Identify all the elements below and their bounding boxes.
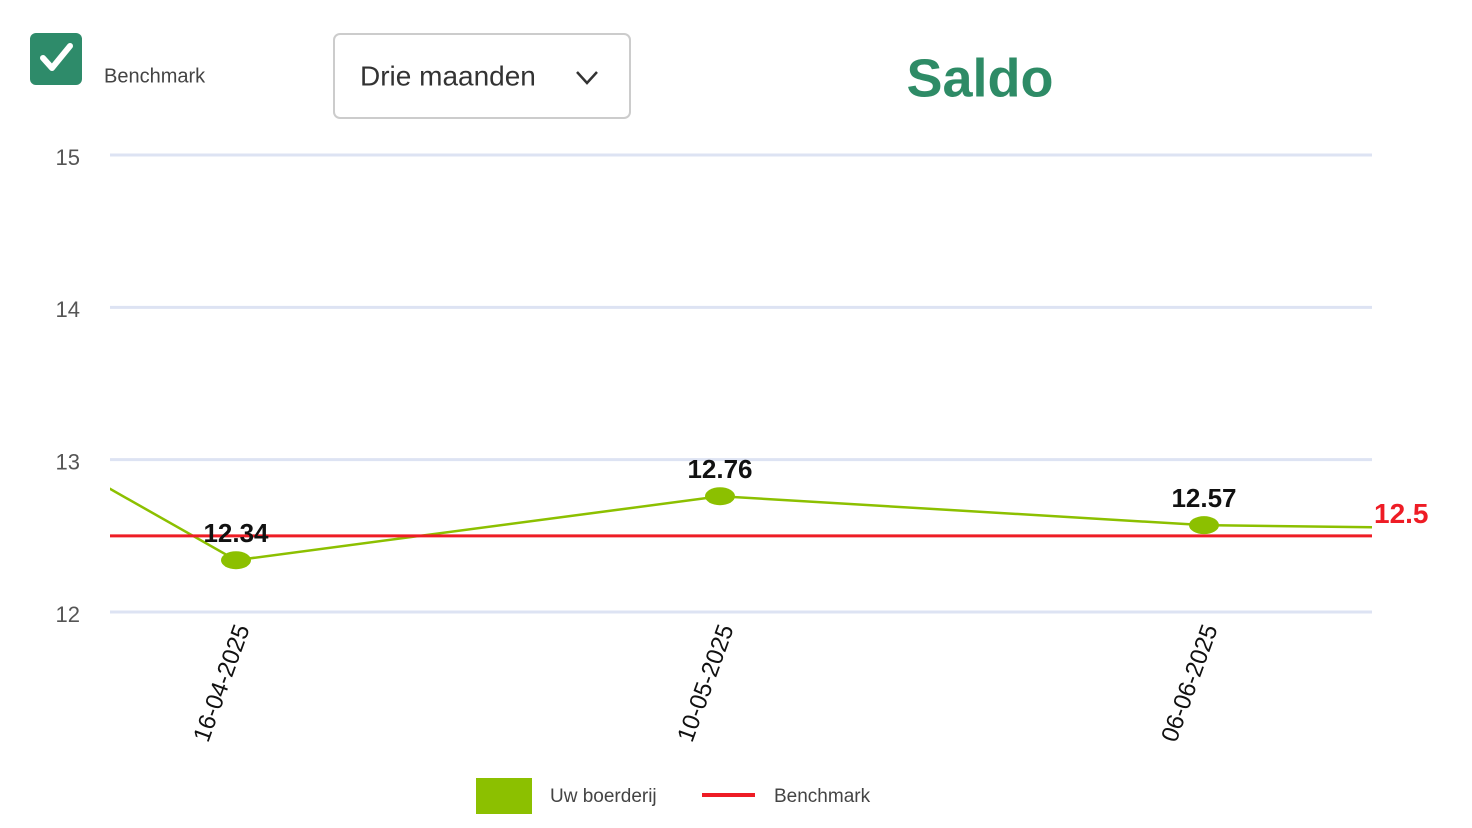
x-tick-label: 06-06-2025 [1156, 621, 1223, 746]
data-label: 12.57 [1171, 483, 1236, 513]
y-tick-label: 13 [56, 449, 80, 474]
x-tick-label: 10-05-2025 [672, 621, 739, 746]
data-label: 12.34 [203, 518, 269, 548]
benchmark-checkbox[interactable] [30, 33, 82, 85]
period-dropdown[interactable]: Drie maanden [333, 33, 631, 119]
check-icon [40, 43, 73, 71]
y-tick-label: 15 [56, 145, 80, 170]
checkbox-label: Benchmark [104, 65, 206, 87]
x-tick-label: 16-04-2025 [188, 621, 255, 746]
legend-label: Uw boerderij [550, 786, 657, 807]
y-tick-label: 12 [56, 602, 80, 627]
chart-title: Saldo [906, 48, 1053, 108]
data-point [221, 551, 251, 570]
benchmark-label: 12.5 [1374, 498, 1429, 529]
legend-label: Benchmark [774, 786, 871, 807]
dropdown-box[interactable] [333, 33, 631, 119]
chevron-icon [576, 71, 598, 85]
dropdown-text: Drie maanden [360, 60, 536, 91]
data-point [705, 487, 735, 506]
legend-swatch [476, 778, 532, 814]
data-label: 12.76 [687, 454, 752, 484]
data-point [1189, 516, 1219, 535]
y-tick-label: 14 [56, 297, 80, 322]
